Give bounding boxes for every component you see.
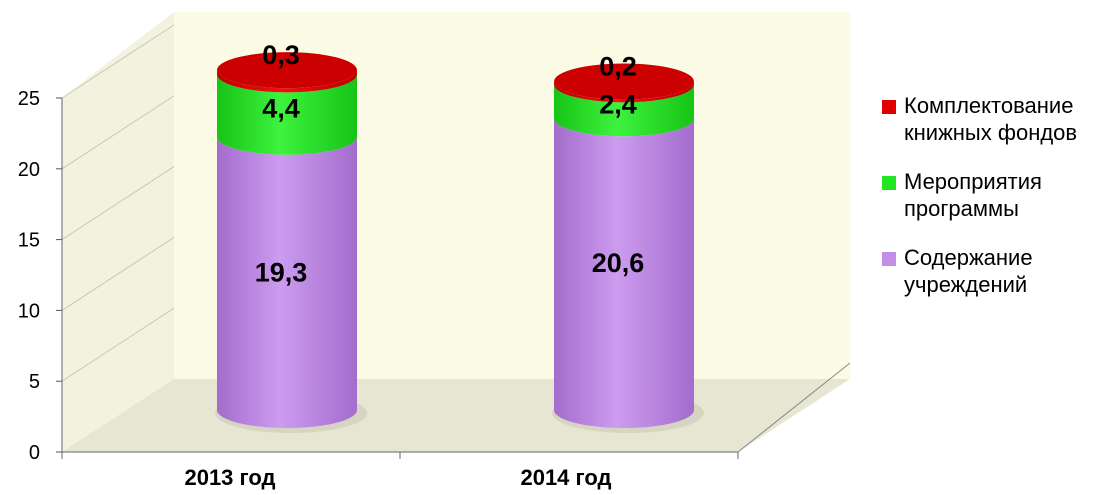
bar-segment — [217, 136, 357, 428]
gridline — [61, 24, 175, 99]
legend-swatch-purple — [882, 252, 896, 266]
side-wall — [62, 12, 174, 452]
y-tick-label: 15 — [18, 230, 40, 252]
legend-label: учреждений — [904, 272, 1028, 297]
legend-label: Мероприятия — [904, 169, 1042, 194]
legend-label: программы — [904, 196, 1019, 221]
y-tick-label: 0 — [29, 442, 40, 464]
x-category-label: 2013 год — [184, 465, 275, 490]
legend-item-institutions: Содержание учреждений — [872, 244, 1107, 298]
legend-label: Комплектование — [904, 93, 1074, 118]
data-label: 20,6 — [592, 248, 645, 278]
gridline — [61, 307, 175, 382]
floor-edge — [737, 362, 851, 453]
legend-label: книжных фондов — [904, 120, 1078, 145]
data-label: 2,4 — [599, 89, 637, 119]
data-label: 19,3 — [255, 257, 308, 287]
gridline — [61, 166, 175, 241]
data-label: 0,3 — [262, 40, 300, 70]
legend: Комплектование книжных фондов Мероприяти… — [872, 92, 1107, 298]
y-tick-label: 20 — [18, 159, 40, 181]
data-label: 4,4 — [262, 94, 300, 124]
y-tick-label: 10 — [18, 300, 40, 322]
bar-segment — [554, 81, 694, 103]
data-label: 0,2 — [599, 51, 637, 81]
legend-swatch-green — [882, 176, 896, 190]
legend-swatch-red — [882, 100, 896, 114]
bar-segment — [217, 70, 357, 93]
gridline — [61, 236, 175, 311]
y-tick-label: 25 — [18, 88, 40, 110]
bar-segment — [554, 118, 694, 428]
floor — [62, 379, 850, 452]
bar-segment — [554, 84, 694, 137]
bar-top-cap — [554, 63, 694, 100]
legend-item-book-funds: Комплектование книжных фондов — [872, 92, 1107, 146]
x-category-label: 2014 год — [520, 465, 611, 490]
legend-item-program-events: Мероприятия программы — [872, 168, 1107, 222]
bar-segment — [217, 74, 357, 155]
bar-top-cap — [217, 52, 357, 89]
gridline — [61, 95, 175, 170]
legend-label: Содержание — [904, 245, 1033, 270]
y-tick-label: 5 — [29, 371, 40, 393]
